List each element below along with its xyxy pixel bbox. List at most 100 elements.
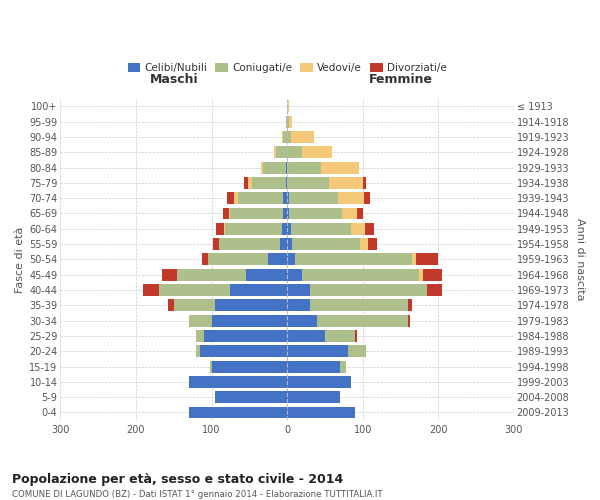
Bar xyxy=(427,284,442,296)
Bar xyxy=(289,116,292,128)
Bar xyxy=(282,223,287,235)
Bar xyxy=(361,238,368,250)
Text: Femmine: Femmine xyxy=(368,74,433,86)
Bar xyxy=(245,269,287,280)
Bar xyxy=(200,346,287,357)
Bar xyxy=(287,391,340,403)
Bar xyxy=(287,238,292,250)
Bar xyxy=(321,162,359,173)
Bar xyxy=(364,192,370,204)
Bar xyxy=(178,269,245,280)
Bar xyxy=(287,100,289,112)
Bar xyxy=(260,162,263,173)
Bar xyxy=(287,177,329,189)
Bar xyxy=(287,116,289,128)
Bar xyxy=(212,314,287,326)
Bar xyxy=(302,269,419,280)
Bar xyxy=(263,162,286,173)
Bar xyxy=(287,314,317,326)
Bar xyxy=(287,269,302,280)
Bar xyxy=(227,192,234,204)
Bar xyxy=(325,330,355,342)
Bar xyxy=(286,116,287,128)
Bar xyxy=(234,192,238,204)
Bar xyxy=(416,254,439,266)
Bar xyxy=(295,254,412,266)
Bar xyxy=(302,146,332,158)
Bar xyxy=(230,284,287,296)
Bar xyxy=(287,360,340,372)
Y-axis label: Anni di nascita: Anni di nascita xyxy=(575,218,585,300)
Bar xyxy=(169,300,174,312)
Bar xyxy=(210,360,212,372)
Bar xyxy=(338,192,364,204)
Bar xyxy=(189,314,212,326)
Bar xyxy=(287,346,347,357)
Bar xyxy=(223,208,229,220)
Bar xyxy=(287,254,295,266)
Bar xyxy=(248,177,251,189)
Bar xyxy=(215,391,287,403)
Bar xyxy=(280,238,287,250)
Bar xyxy=(215,300,287,312)
Bar xyxy=(268,254,287,266)
Bar xyxy=(287,208,289,220)
Bar xyxy=(229,208,230,220)
Bar xyxy=(219,238,280,250)
Bar xyxy=(251,177,286,189)
Bar xyxy=(196,346,200,357)
Bar xyxy=(317,314,408,326)
Bar xyxy=(202,254,208,266)
Bar xyxy=(358,208,364,220)
Bar xyxy=(244,177,248,189)
Bar xyxy=(340,360,346,372)
Bar xyxy=(310,284,427,296)
Bar xyxy=(276,146,287,158)
Bar xyxy=(423,269,442,280)
Text: Maschi: Maschi xyxy=(149,74,198,86)
Bar xyxy=(189,376,287,388)
Bar xyxy=(143,284,158,296)
Bar xyxy=(291,131,314,143)
Text: COMUNE DI LAGUNDO (BZ) - Dati ISTAT 1° gennaio 2014 - Elaborazione TUTTITALIA.IT: COMUNE DI LAGUNDO (BZ) - Dati ISTAT 1° g… xyxy=(12,490,383,499)
Bar xyxy=(287,223,291,235)
Bar xyxy=(287,284,310,296)
Bar xyxy=(158,284,230,296)
Bar xyxy=(329,177,363,189)
Bar xyxy=(291,223,352,235)
Bar xyxy=(196,330,204,342)
Bar xyxy=(213,238,219,250)
Bar xyxy=(408,314,410,326)
Bar xyxy=(347,346,367,357)
Bar xyxy=(212,360,287,372)
Legend: Celibi/Nubili, Coniugati/e, Vedovi/e, Divorziati/e: Celibi/Nubili, Coniugati/e, Vedovi/e, Di… xyxy=(124,59,451,78)
Bar xyxy=(286,162,287,173)
Bar xyxy=(412,254,416,266)
Bar xyxy=(230,208,283,220)
Bar xyxy=(408,300,412,312)
Bar xyxy=(208,254,268,266)
Bar xyxy=(204,330,287,342)
Bar xyxy=(286,177,287,189)
Bar xyxy=(238,192,283,204)
Bar xyxy=(287,406,355,418)
Bar xyxy=(189,406,287,418)
Bar xyxy=(289,208,343,220)
Bar xyxy=(365,223,374,235)
Bar xyxy=(287,192,289,204)
Bar xyxy=(287,300,310,312)
Bar xyxy=(224,223,225,235)
Bar xyxy=(292,238,361,250)
Bar xyxy=(363,177,367,189)
Bar xyxy=(283,131,287,143)
Bar xyxy=(310,300,408,312)
Bar xyxy=(216,223,224,235)
Bar xyxy=(283,192,287,204)
Y-axis label: Fasce di età: Fasce di età xyxy=(15,226,25,292)
Bar xyxy=(287,330,325,342)
Bar xyxy=(163,269,178,280)
Bar xyxy=(287,146,302,158)
Text: Popolazione per età, sesso e stato civile - 2014: Popolazione per età, sesso e stato civil… xyxy=(12,472,343,486)
Bar xyxy=(355,330,356,342)
Bar xyxy=(283,208,287,220)
